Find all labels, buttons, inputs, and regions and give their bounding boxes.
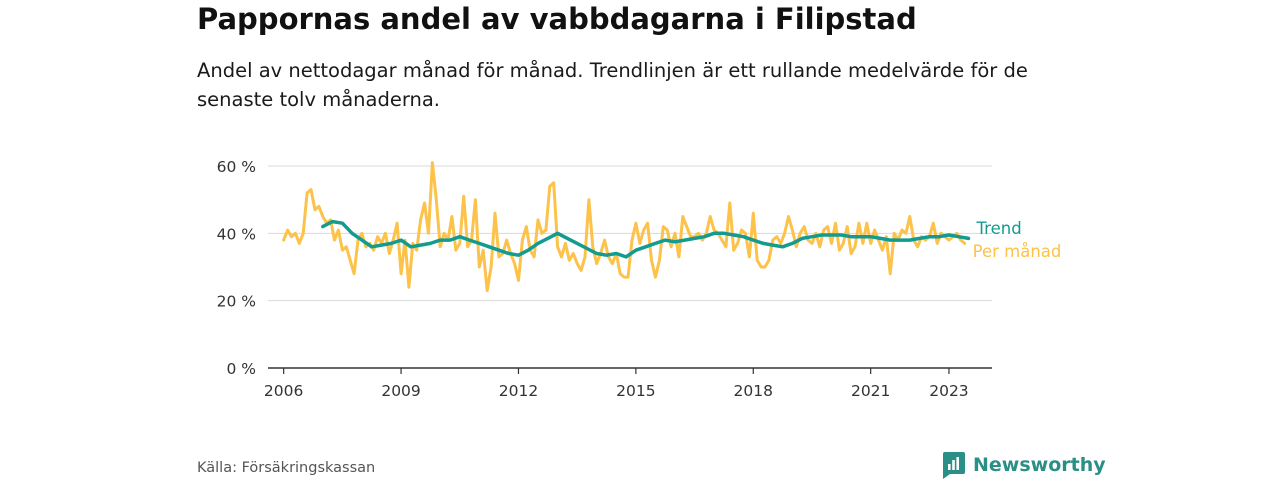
monthly-line (282, 161, 967, 293)
x-axis-ticks: 2006 2009 2012 2015 2018 2021 2023 (264, 368, 969, 400)
series-lines (282, 161, 971, 293)
brand-name: Newsworthy (973, 454, 1106, 476)
x-tick-label: 2009 (381, 382, 420, 400)
gridlines (268, 165, 992, 302)
source-note: Källa: Försäkringskassan (197, 460, 376, 476)
monthly-series-label: Per månad (973, 242, 1062, 261)
trend-line (321, 219, 971, 259)
y-tick-label: 20 % (217, 293, 256, 311)
x-tick-label: 2018 (734, 382, 773, 400)
newsworthy-logo-icon (943, 452, 965, 479)
chart-title: Pappornas andel av vabbdagarna i Filipst… (197, 2, 917, 36)
x-tick-label: 2006 (264, 382, 303, 400)
y-axis-ticks: 0 % 20 % 40 % 60 % (217, 158, 256, 378)
y-tick-label: 60 % (217, 158, 256, 176)
trend-series-label: Trend (976, 219, 1022, 238)
x-tick-label: 2021 (851, 382, 890, 400)
y-tick-label: 0 % (226, 360, 256, 378)
chart-subtitle: Andel av nettodagar månad för månad. Tre… (197, 59, 1028, 111)
x-tick-label: 2012 (499, 382, 538, 400)
x-tick-label: 2015 (616, 382, 655, 400)
y-tick-label: 40 % (217, 225, 256, 243)
series-labels: Trend Per månad (973, 219, 1062, 261)
brand-logo[interactable]: Newsworthy (940, 450, 1106, 480)
x-tick-label: 2023 (929, 382, 968, 400)
